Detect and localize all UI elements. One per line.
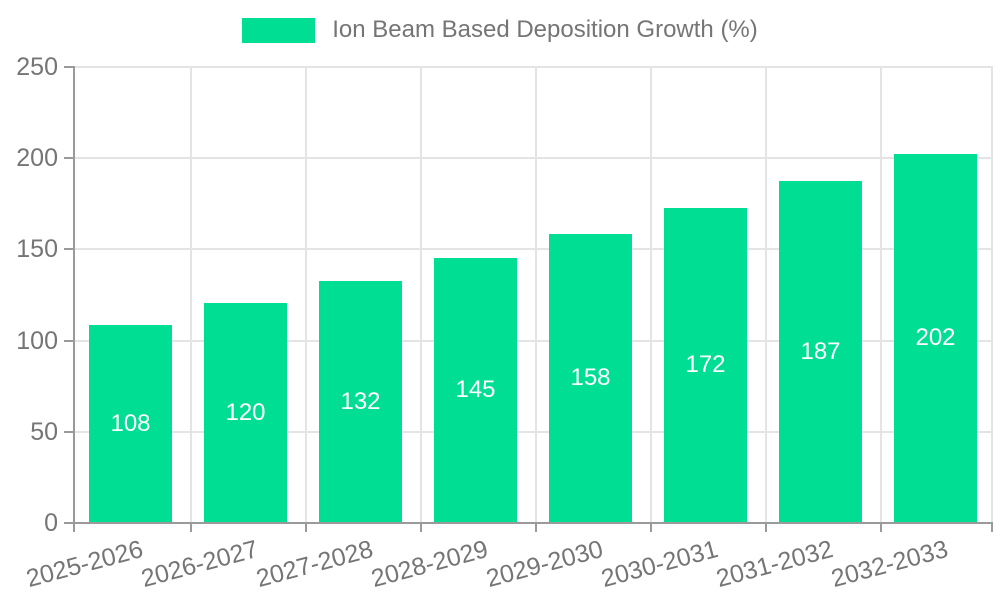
y-tick-label: 250 bbox=[16, 53, 58, 81]
bar-value-label: 108 bbox=[110, 409, 151, 437]
h-gridline bbox=[75, 66, 993, 68]
x-axis-tick bbox=[880, 522, 882, 532]
h-gridline bbox=[75, 248, 993, 250]
bar-value-label: 145 bbox=[455, 376, 496, 403]
x-axis-tick bbox=[650, 522, 652, 532]
x-axis-tick bbox=[765, 522, 767, 532]
x-axis-tick bbox=[535, 522, 537, 532]
bar-value-label: 187 bbox=[800, 337, 841, 365]
bar: 120 bbox=[204, 303, 287, 522]
legend-item[interactable]: Ion Beam Based Deposition Growth (%) bbox=[242, 16, 758, 44]
legend: Ion Beam Based Deposition Growth (%) bbox=[0, 16, 1000, 44]
bar: 145 bbox=[434, 258, 517, 522]
bar-value-label: 202 bbox=[915, 324, 956, 351]
y-axis-tick bbox=[64, 340, 73, 342]
v-gridline bbox=[880, 66, 882, 522]
bar: 187 bbox=[779, 181, 862, 522]
y-tick-label: 150 bbox=[16, 235, 58, 263]
y-tick-label: 200 bbox=[16, 144, 58, 172]
v-gridline bbox=[535, 66, 537, 522]
y-axis-tick bbox=[64, 66, 73, 68]
bar: 172 bbox=[664, 208, 747, 522]
bar: 132 bbox=[319, 281, 402, 522]
y-tick-label: 100 bbox=[16, 327, 58, 355]
x-axis-tick bbox=[190, 522, 192, 532]
bar: 108 bbox=[89, 325, 172, 522]
legend-label: Ion Beam Based Deposition Growth (%) bbox=[332, 16, 758, 43]
y-axis-tick bbox=[64, 248, 73, 250]
v-gridline bbox=[765, 66, 767, 522]
bar-value-label: 158 bbox=[570, 364, 611, 391]
y-axis-tick bbox=[64, 522, 73, 524]
x-axis-tick bbox=[305, 522, 307, 532]
x-axis-tick bbox=[73, 522, 75, 532]
plot-area: 108 120 132 145 158 172 187 202 bbox=[64, 66, 993, 532]
y-axis-tick bbox=[64, 157, 73, 159]
bar-value-label: 172 bbox=[685, 351, 726, 378]
x-axis-tick bbox=[991, 522, 993, 532]
bar-value-label: 120 bbox=[225, 398, 266, 426]
y-tick-label: 50 bbox=[30, 418, 58, 446]
v-gridline bbox=[650, 66, 652, 522]
bar-value-label: 132 bbox=[340, 387, 381, 415]
legend-swatch bbox=[242, 17, 316, 43]
h-gridline bbox=[75, 340, 993, 342]
v-gridline bbox=[190, 66, 192, 522]
v-gridline bbox=[991, 66, 993, 522]
y-axis-tick bbox=[64, 431, 73, 433]
bar: 202 bbox=[894, 154, 977, 522]
h-gridline bbox=[75, 157, 993, 159]
y-tick-label: 0 bbox=[44, 509, 58, 537]
h-gridline bbox=[75, 431, 993, 433]
bar: 158 bbox=[549, 234, 632, 522]
x-axis-tick bbox=[420, 522, 422, 532]
v-gridline bbox=[305, 66, 307, 522]
v-gridline bbox=[420, 66, 422, 522]
